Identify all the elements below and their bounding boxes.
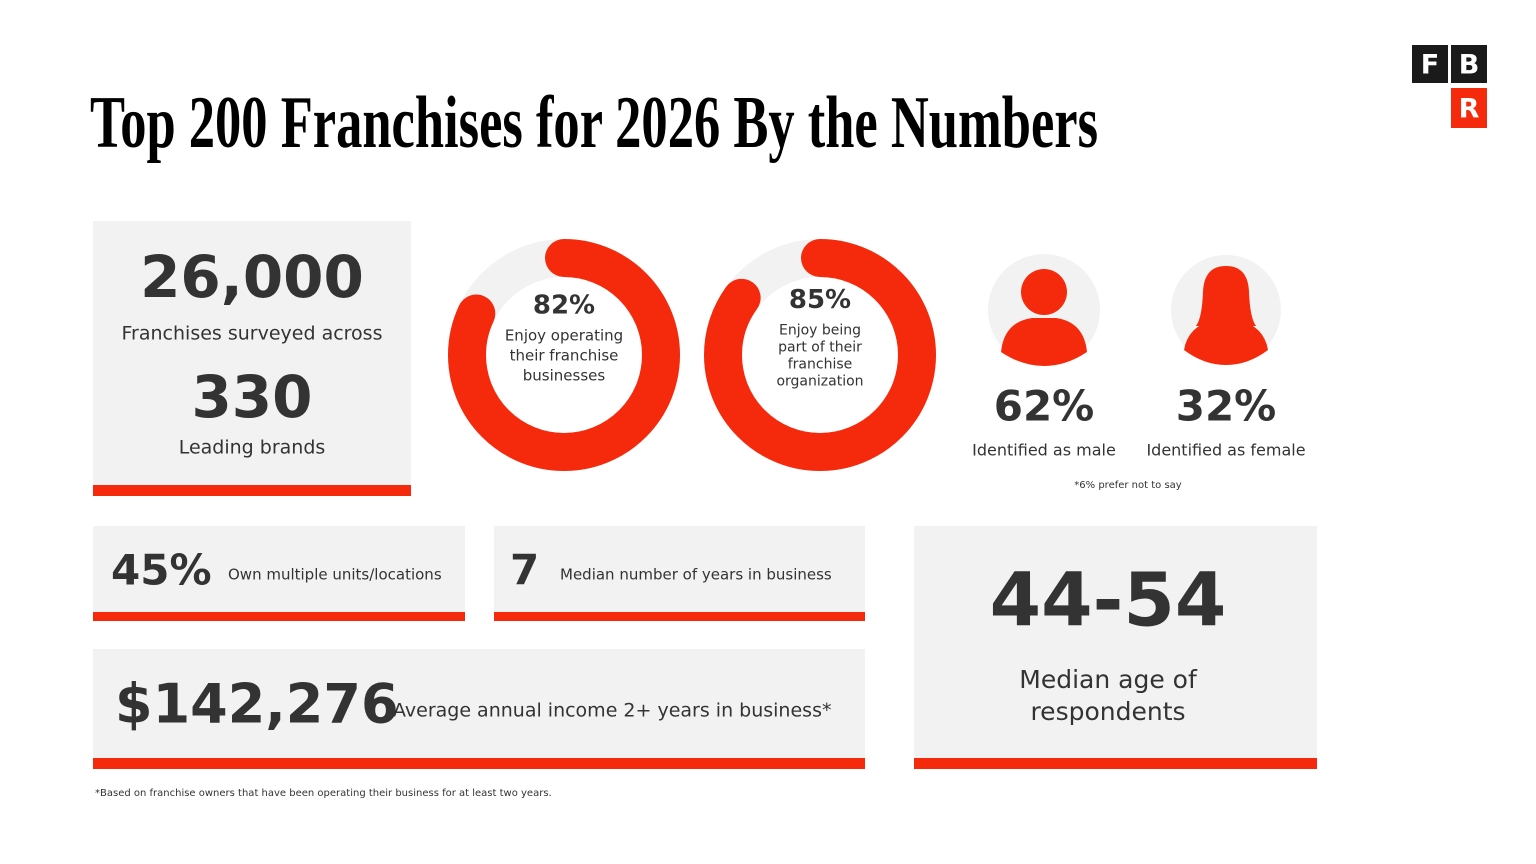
donut-arc [704, 239, 936, 471]
card-label: Own multiple units/locations [228, 566, 442, 584]
accent-bar [93, 485, 411, 496]
donut-value: 85% [789, 285, 851, 315]
card-label: Average annual income 2+ years in busine… [393, 700, 831, 722]
note: *6% prefer not to say [1074, 480, 1182, 491]
accent-bar [93, 612, 465, 621]
donut-arc [448, 239, 680, 471]
donut-label: part of their [778, 340, 862, 356]
donut-label: franchise [788, 357, 853, 373]
avatar-body [1184, 320, 1268, 365]
card [494, 526, 865, 612]
avatar-body [1001, 318, 1087, 366]
card-value: 7 [510, 546, 539, 595]
logo-box [1412, 45, 1448, 83]
footnote: *Based on franchise owners that have bee… [95, 788, 552, 799]
donut-label: Enjoy operating [505, 327, 623, 345]
logo-box [1451, 45, 1487, 83]
donuts: 82% Enjoy operating their franchise busines… [448, 239, 936, 471]
card-value: 45% [111, 546, 212, 595]
gender-label: Identified as female [1146, 441, 1305, 460]
donut-value: 82% [533, 291, 595, 321]
card-label: Median number of years in business [560, 566, 832, 584]
card [93, 649, 865, 758]
gender-label: Identified as male [972, 441, 1116, 460]
donut-label: their franchise [510, 347, 619, 365]
card [93, 221, 411, 487]
gender-value: 62% [994, 382, 1095, 431]
card-label: respondents [1030, 697, 1185, 726]
card-label: Median age of [1019, 665, 1198, 694]
accent-bar [494, 612, 865, 621]
logo-box [1451, 88, 1487, 128]
avatar-head [1021, 269, 1067, 315]
donut-label: businesses [523, 367, 606, 385]
logo-letter: R [1459, 94, 1480, 125]
stat-label: Franchises surveyed across [122, 323, 383, 345]
card [93, 526, 465, 612]
accent-bar [93, 758, 865, 769]
stat-value: 330 [191, 363, 312, 431]
donut-label: organization [776, 374, 863, 390]
avatar-hair [1196, 266, 1256, 326]
accent-bar [914, 758, 1317, 769]
stat-value: 26,000 [140, 243, 364, 311]
logo-letter: B [1459, 50, 1480, 81]
gender-value: 32% [1176, 382, 1277, 431]
logo-letter: F [1421, 50, 1439, 81]
card [914, 526, 1317, 758]
stat-label: Leading brands [179, 437, 326, 459]
card-value: $142,276 [115, 673, 399, 736]
card-value: 44-54 [990, 558, 1227, 644]
donut-label: Enjoy being [779, 323, 861, 339]
title: Top 200 Franchises for 2026 By the Numbe… [90, 82, 1098, 164]
